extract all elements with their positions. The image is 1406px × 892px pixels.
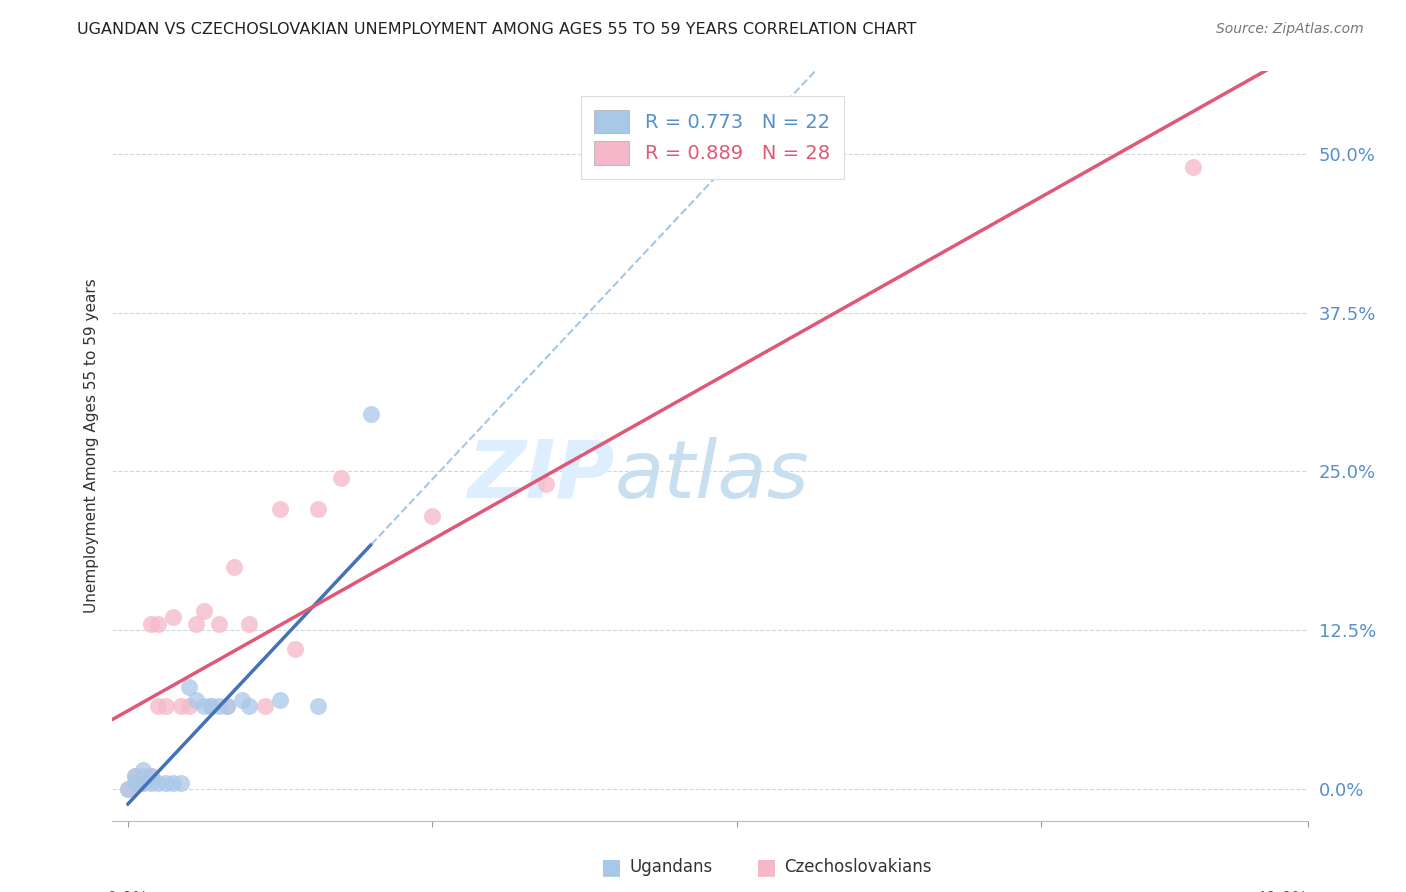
Point <box>177 699 200 714</box>
Legend: R = 0.773   N = 22, R = 0.889   N = 28: R = 0.773 N = 22, R = 0.889 N = 28 <box>581 96 844 178</box>
Point <box>132 769 155 783</box>
Point <box>177 681 200 695</box>
Point <box>360 407 382 421</box>
Point <box>269 502 291 516</box>
Point <box>269 693 291 707</box>
Point <box>253 699 276 714</box>
Point <box>329 471 352 485</box>
Point <box>146 775 169 789</box>
Point <box>420 508 443 523</box>
Text: 40.0%: 40.0% <box>1256 890 1308 892</box>
Text: atlas: atlas <box>614 437 810 515</box>
Point <box>132 763 155 777</box>
Point <box>193 699 215 714</box>
Point <box>162 610 184 624</box>
Point <box>139 769 162 783</box>
Point <box>132 775 155 789</box>
Point <box>146 699 169 714</box>
Point <box>155 775 177 789</box>
Point <box>186 616 208 631</box>
Point <box>124 769 146 783</box>
Point <box>124 775 146 789</box>
Point <box>170 775 193 789</box>
Point <box>193 604 215 618</box>
Text: ZIP: ZIP <box>467 437 614 515</box>
Point <box>200 699 222 714</box>
Point <box>215 699 238 714</box>
Point <box>208 616 231 631</box>
Point <box>124 769 146 783</box>
Text: Ugandans: Ugandans <box>630 858 713 876</box>
Point <box>284 642 307 657</box>
Text: Source: ZipAtlas.com: Source: ZipAtlas.com <box>1216 22 1364 37</box>
Point <box>200 699 222 714</box>
Point <box>215 699 238 714</box>
Point <box>124 775 146 789</box>
Point <box>186 693 208 707</box>
Text: UGANDAN VS CZECHOSLOVAKIAN UNEMPLOYMENT AMONG AGES 55 TO 59 YEARS CORRELATION CH: UGANDAN VS CZECHOSLOVAKIAN UNEMPLOYMENT … <box>77 22 917 37</box>
Point <box>139 775 162 789</box>
Point <box>155 699 177 714</box>
Point <box>231 693 253 707</box>
Point <box>170 699 193 714</box>
Point <box>536 477 558 491</box>
Point <box>208 699 231 714</box>
Point <box>162 775 184 789</box>
Text: Czechoslovakians: Czechoslovakians <box>785 858 932 876</box>
Text: ■: ■ <box>602 857 621 877</box>
Text: ■: ■ <box>756 857 776 877</box>
Point <box>307 699 329 714</box>
Point <box>117 781 139 796</box>
Point <box>117 781 139 796</box>
Point <box>307 502 329 516</box>
Y-axis label: Unemployment Among Ages 55 to 59 years: Unemployment Among Ages 55 to 59 years <box>83 278 98 614</box>
Point <box>238 616 260 631</box>
Point <box>238 699 260 714</box>
Point <box>139 616 162 631</box>
Point <box>224 559 246 574</box>
Point <box>139 769 162 783</box>
Text: 0.0%: 0.0% <box>107 890 149 892</box>
Point <box>1182 160 1205 174</box>
Point <box>132 775 155 789</box>
Point <box>146 616 169 631</box>
